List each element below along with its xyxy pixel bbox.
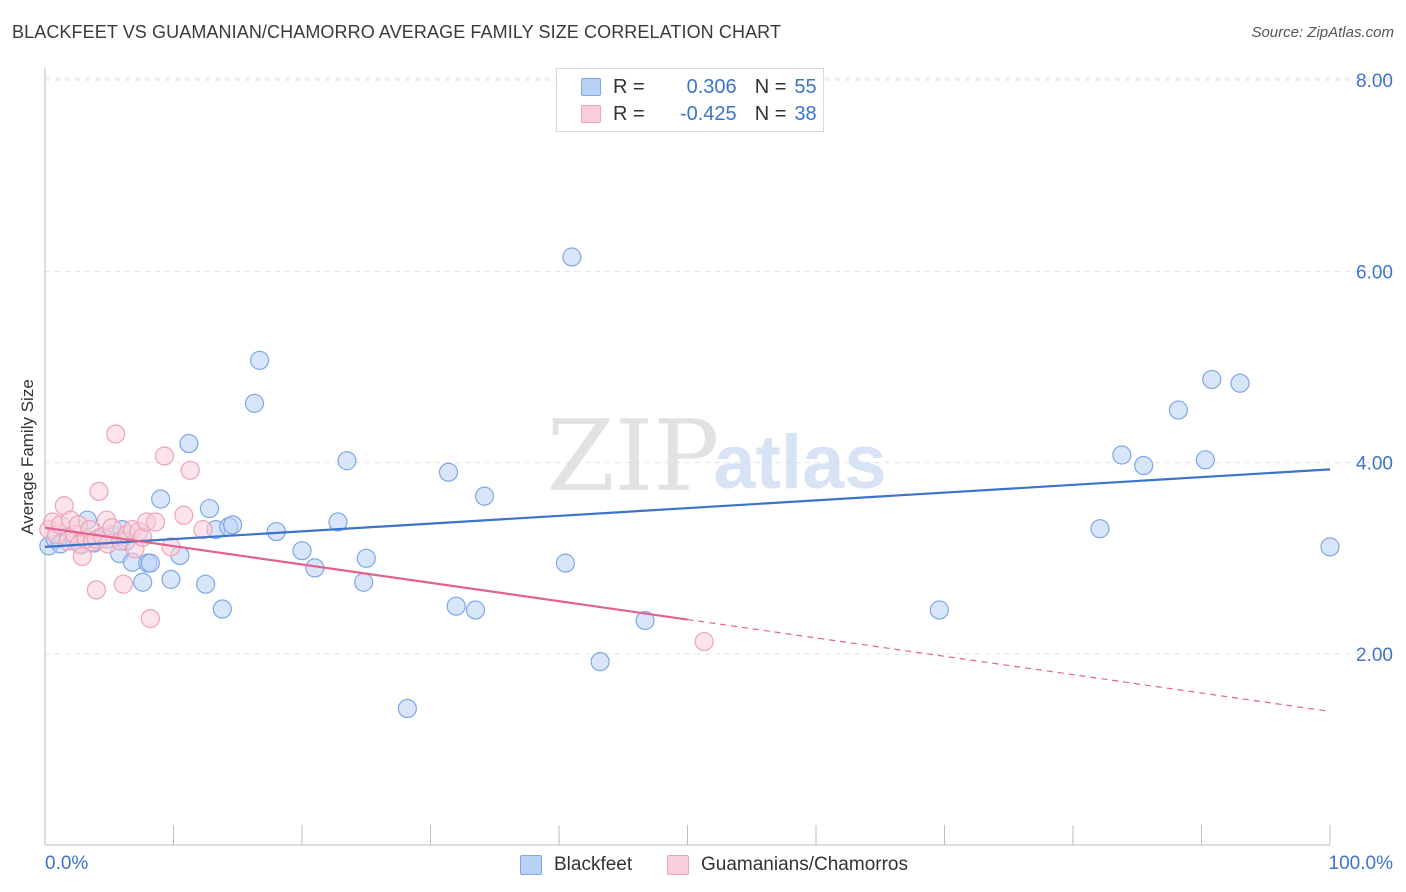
blackfeet-point (337, 451, 357, 471)
legend-n-value: 55 (794, 75, 817, 98)
blackfeet-point (929, 600, 949, 620)
blackfeet-point (199, 498, 220, 519)
x-tick-label: 100.0% (1329, 853, 1394, 874)
blackfeet-point (555, 553, 576, 573)
guamanian-point (140, 609, 160, 629)
blackfeet-point (562, 247, 582, 267)
blackfeet-point (244, 393, 265, 413)
blackfeet-point (140, 553, 160, 573)
legend-swatch-blackfeet (581, 78, 601, 96)
bottom-legend-swatch-guamanians (667, 855, 689, 875)
blackfeet-point (474, 486, 495, 506)
x-tick-label: 0.0% (45, 853, 88, 874)
blackfeet-point (223, 515, 243, 535)
guamanian-point (106, 424, 126, 444)
guamanian-point (174, 505, 194, 525)
blackfeet-point (1230, 373, 1250, 393)
chart-title: BLACKFEET VS GUAMANIAN/CHAMORRO AVERAGE … (12, 22, 782, 42)
blackfeet-point (446, 596, 466, 616)
blackfeet-point (212, 599, 232, 619)
legend-n-label: N = (754, 75, 787, 98)
watermark-zip: ZIP (547, 400, 720, 514)
blackfeet-point (465, 600, 486, 620)
blackfeet-point (1134, 455, 1154, 476)
bottom-legend-guamanians: Guamanians/Chamorros (667, 853, 908, 877)
blackfeet-point (590, 652, 610, 672)
legend-row-blackfeet: R = 0.306 N = 55 (581, 75, 817, 99)
legend-swatch-guamanians (581, 105, 601, 123)
y-tick-label: 6.00 (1356, 262, 1393, 283)
blackfeet-point (161, 569, 181, 589)
blackfeet-point (1202, 369, 1222, 390)
blackfeet-point (1090, 519, 1110, 539)
blackfeet-point (635, 610, 655, 631)
blackfeet-point (397, 698, 417, 719)
legend-r-value: 0.306 (686, 75, 737, 98)
guamanian-trend-extrapolation (687, 618, 1331, 712)
y-tick-label: 2.00 (1356, 645, 1393, 666)
bottom-legend-swatch-blackfeet (520, 855, 542, 875)
trend-lines (44, 468, 1331, 712)
blackfeet-trend-line (44, 468, 1331, 548)
grid-lines (45, 77, 1395, 655)
bottom-legend-blackfeet: Blackfeet (520, 853, 632, 877)
blackfeet-point (292, 541, 312, 561)
guamanian-point (193, 520, 213, 540)
axes (44, 68, 1331, 846)
blackfeet-point (1168, 400, 1188, 420)
blackfeet-point (1195, 450, 1215, 470)
blackfeet-point (151, 489, 171, 509)
bottom-legend-label: Guamanians/Chamorros (701, 854, 908, 875)
legend-n-value: 38 (794, 102, 817, 125)
y-axis-label: Average Family Size (18, 379, 37, 535)
blackfeet-point (354, 572, 374, 592)
guamanian-point (113, 574, 133, 594)
blackfeet-point (249, 350, 270, 370)
y-tick-label: 8.00 (1356, 71, 1393, 92)
legend-r-value: -0.425 (679, 102, 737, 125)
guamanian-point (145, 512, 166, 532)
guamanian-point (89, 481, 109, 501)
blackfeet-point (356, 548, 376, 568)
blackfeet-point (1320, 537, 1340, 557)
source-label: Source: ZipAtlas.com (1251, 24, 1394, 41)
bottom-legend-label: Blackfeet (554, 854, 633, 875)
blackfeet-point (179, 433, 199, 454)
legend-row-guamanians: R = -0.425 N = 38 (581, 102, 817, 126)
legend-r-label: R = (613, 102, 645, 125)
legend-n-label: N = (754, 102, 787, 125)
watermark-atlas: atlas (713, 420, 886, 505)
guamanian-point (86, 580, 107, 600)
blackfeet-point (133, 572, 153, 592)
correlation-legend: R = 0.306 N = 55 R = -0.425 N = 38 (556, 68, 824, 132)
y-tick-label: 4.00 (1356, 454, 1393, 475)
guamanian-point (180, 460, 200, 480)
blackfeet-point (1112, 445, 1132, 465)
guamanian-point (694, 631, 714, 652)
guamanian-trend-line (44, 526, 688, 621)
blackfeet-point (438, 462, 459, 482)
blackfeet-point (328, 512, 348, 532)
blackfeet-point (196, 574, 216, 594)
guamanian-point (154, 446, 175, 466)
legend-r-label: R = (613, 75, 645, 98)
tick-labels: 2.00 4.00 6.00 8.00 0.0% 100.0% (45, 71, 1393, 874)
